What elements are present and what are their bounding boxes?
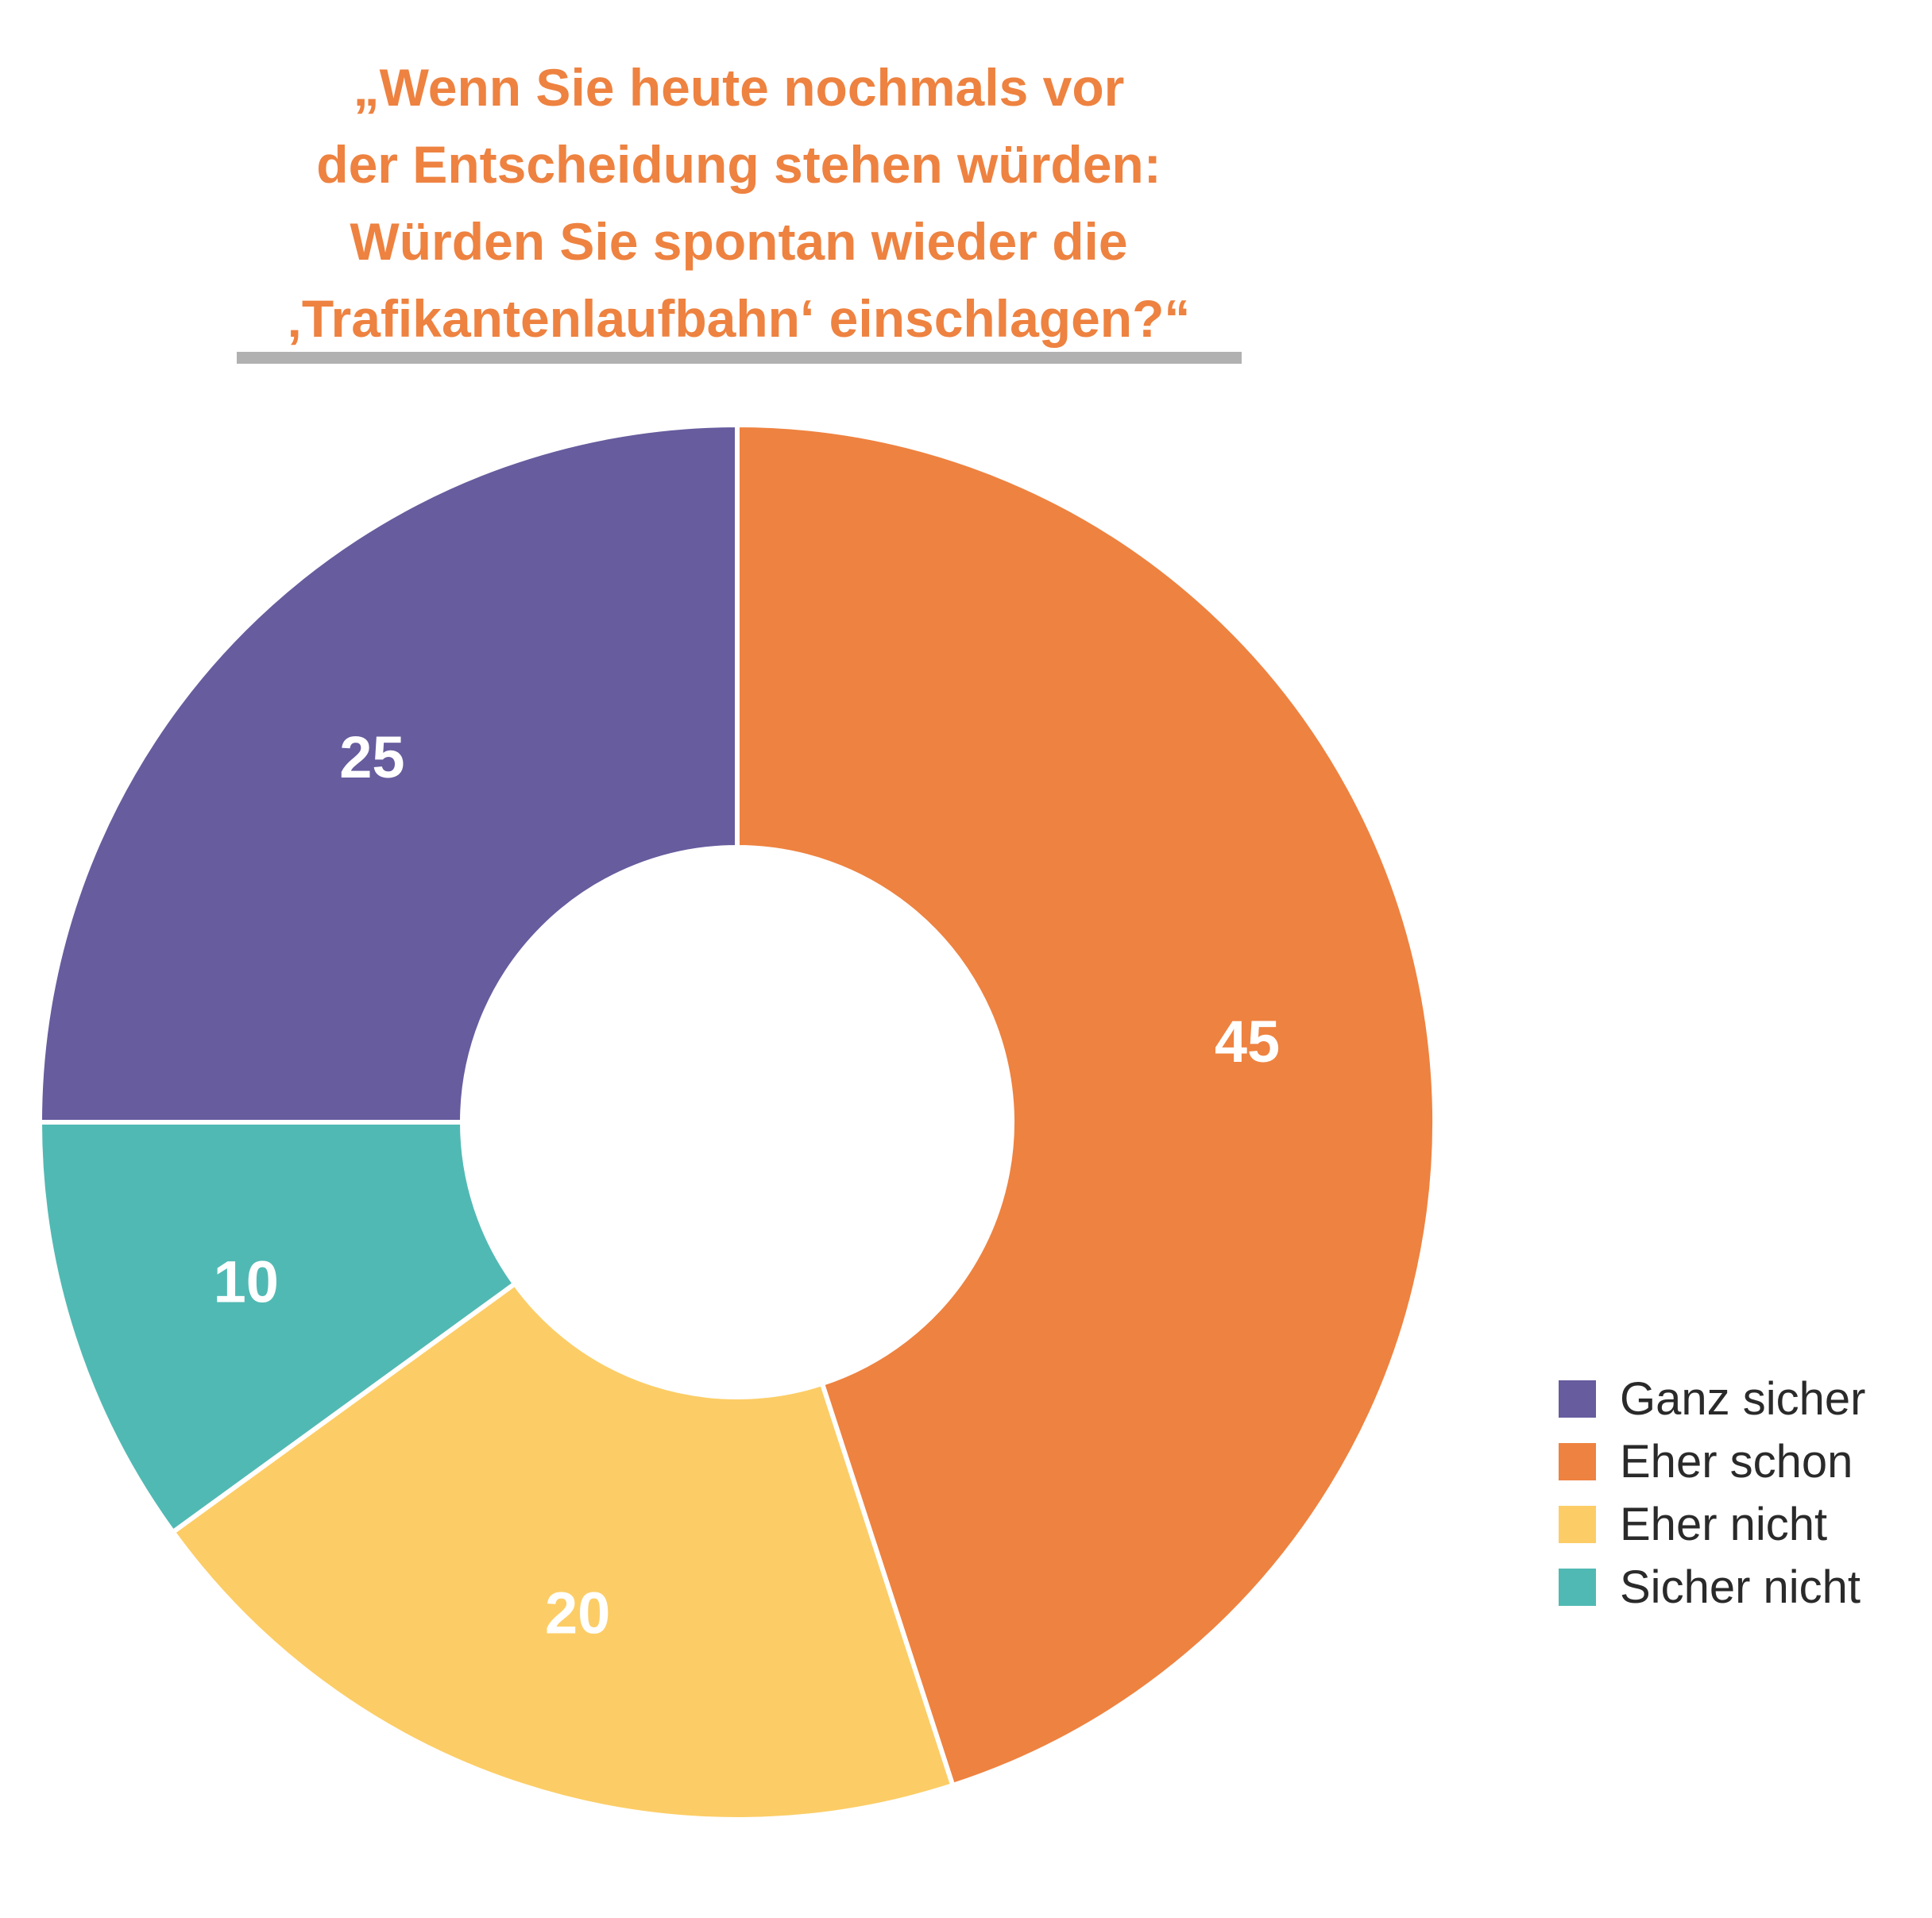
legend-item-eher-schon: Eher schon (1559, 1430, 1865, 1493)
legend-label: Sicher nicht (1620, 1561, 1861, 1613)
legend-swatch (1559, 1569, 1596, 1606)
title-divider (237, 352, 1242, 364)
donut-slices (37, 422, 1438, 1822)
donut-value-labels: 45 20 10 25 (214, 724, 1281, 1646)
legend: Ganz sicher Eher schon Eher nicht Sicher… (1559, 1368, 1865, 1619)
legend-item-eher-nicht: Eher nicht (1559, 1493, 1865, 1556)
legend-swatch (1559, 1380, 1596, 1418)
donut-slice-sicher-nicht (37, 1120, 519, 1536)
slice-value-label: 20 (545, 1580, 610, 1646)
legend-swatch (1559, 1506, 1596, 1543)
legend-swatch (1559, 1443, 1596, 1480)
chart-title: „Wenn Sie heute nochmals vor der Entsche… (199, 49, 1279, 357)
donut-slice-eher-nicht (169, 1280, 956, 1822)
legend-item-sicher-nicht: Sicher nicht (1559, 1556, 1865, 1619)
chart-title-line: der Entscheidung stehen würden: (316, 135, 1161, 194)
donut-slice-eher-schon (735, 422, 1438, 1789)
chart-title-line: ‚Trafikantenlaufbahn‘ einschlagen?“ (287, 289, 1191, 348)
chart-title-line: „Wenn Sie heute nochmals vor (353, 58, 1125, 117)
slice-value-label: 25 (339, 724, 404, 790)
chart-title-line: Würden Sie spontan wieder die (350, 212, 1128, 271)
slice-value-label: 10 (214, 1248, 279, 1314)
donut-slice-ganz-sicher (37, 422, 740, 1125)
legend-label: Ganz sicher (1620, 1373, 1866, 1425)
legend-label: Eher schon (1620, 1436, 1853, 1488)
legend-label: Eher nicht (1620, 1499, 1828, 1550)
legend-item-ganz-sicher: Ganz sicher (1559, 1368, 1865, 1430)
slice-value-label: 45 (1215, 1009, 1280, 1075)
